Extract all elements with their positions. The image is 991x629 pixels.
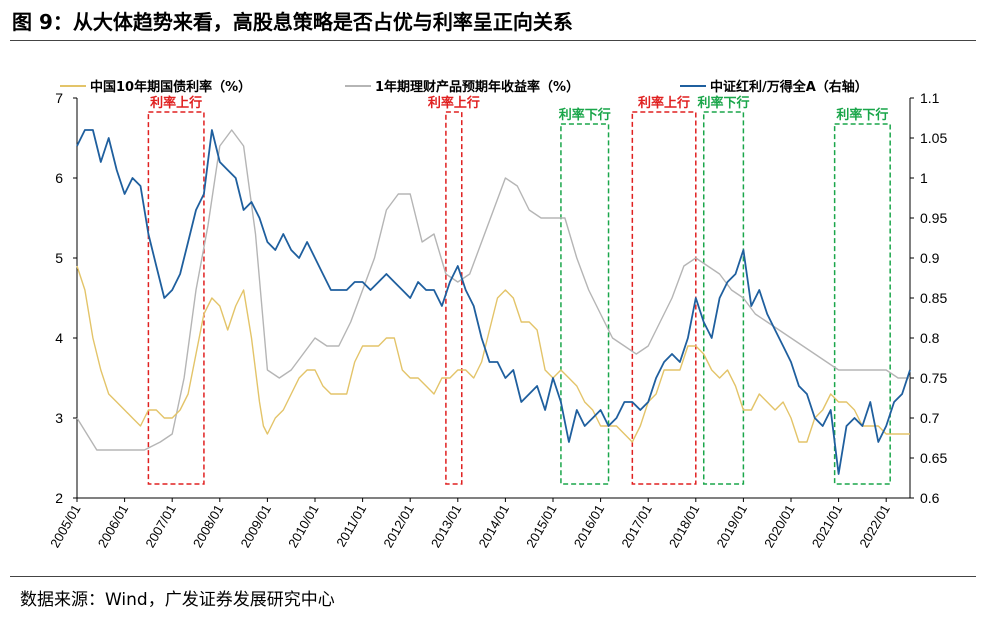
y-right-tick-label: 0.6	[920, 490, 940, 506]
legend-swatch-dividend-ratio	[680, 84, 706, 87]
annotation-box	[445, 111, 463, 485]
legend-item-wealth-yield: 1年期理财产品预期年收益率（%）	[345, 76, 579, 95]
x-tick-label: 2005/01	[47, 502, 83, 550]
y-left-tick-label: 2	[55, 490, 63, 506]
y-right-tick-label: 0.95	[920, 210, 947, 226]
annotation-label: 利率下行	[559, 107, 611, 123]
y-right-tick-label: 0.85	[920, 290, 947, 306]
legend-label-wealth-yield: 1年期理财产品预期年收益率（%）	[375, 80, 580, 95]
x-tick-label: 2021/01	[809, 502, 845, 550]
x-tick-label: 2018/01	[666, 502, 702, 550]
title-rule	[10, 40, 976, 41]
annotation-label: 利率上行	[428, 95, 480, 111]
legend-item-bond-yield: 中国10年期国债利率（%）	[60, 76, 251, 95]
chart: 2 3 4 5 6 7 0.6 0.65 0.7 0.75 0.8 0.85 0.9 0.95 1 1.05 1…	[47, 90, 947, 550]
annotation-label: 利率下行	[836, 107, 888, 123]
annotation-box	[560, 123, 610, 485]
y-right-tick-label: 1	[920, 170, 928, 186]
y-right-tick-label: 0.75	[920, 370, 947, 386]
legend-label-dividend-ratio: 中证红利/万得全A（右轴）	[710, 80, 868, 95]
x-tick-label: 2012/01	[380, 502, 416, 550]
y-left-tick-label: 4	[55, 330, 63, 346]
y-left-tick-label: 7	[55, 90, 63, 106]
legend-label-bond-yield: 中国10年期国债利率（%）	[90, 80, 252, 95]
x-tick-label: 2011/01	[333, 502, 369, 549]
legend: 中国10年期国债利率（%） 1年期理财产品预期年收益率（%） 中证红利/万得全A…	[60, 76, 940, 96]
y-left-tick-label: 6	[55, 170, 63, 186]
source-note: 数据来源：Wind，广发证券发展研究中心	[20, 590, 335, 610]
annotation-box	[833, 123, 891, 485]
x-tick-label: 2014/01	[476, 502, 512, 550]
x-tick-label: 2013/01	[428, 502, 464, 550]
annotation-label: 利率上行	[150, 95, 202, 111]
x-tick-label: 2015/01	[523, 502, 559, 550]
y-right-tick-label: 1.1	[920, 90, 940, 106]
legend-swatch-wealth-yield	[345, 84, 371, 87]
annotation-box	[147, 111, 205, 485]
annotation-box	[631, 111, 697, 485]
x-tick-label: 2007/01	[142, 502, 178, 550]
x-tick-label: 2008/01	[190, 502, 226, 550]
x-tick-label: 2010/01	[285, 502, 321, 550]
figure-title: 图 9：从大体趋势来看，高股息策略是否占优与利率呈正向关系	[12, 10, 573, 34]
y-right-tick-label: 0.8	[920, 330, 940, 346]
series-bond-yield-line	[76, 265, 910, 443]
annotation-label: 利率上行	[638, 95, 690, 111]
y-left-tick-label: 3	[55, 410, 63, 426]
y-right-tick-label: 0.65	[920, 450, 947, 466]
series-dividend-ratio-line	[76, 129, 911, 475]
y-right-tick-label: 0.7	[920, 410, 940, 426]
legend-item-dividend-ratio: 中证红利/万得全A（右轴）	[680, 76, 868, 95]
x-tick-label: 2020/01	[761, 502, 797, 550]
x-tick-label: 2006/01	[95, 502, 131, 550]
x-tick-label: 2019/01	[714, 502, 750, 550]
y-right-tick-label: 1.05	[920, 130, 947, 146]
x-tick-label: 2009/01	[238, 502, 274, 550]
annotation-label: 利率下行	[698, 95, 750, 111]
x-tick-label: 2022/01	[856, 502, 892, 550]
x-tick-label: 2016/01	[571, 502, 607, 550]
series-wealth-yield-line	[76, 129, 910, 451]
x-tick-label: 2017/01	[618, 502, 654, 550]
y-right-tick-label: 0.9	[920, 250, 940, 266]
annotation-box	[702, 111, 745, 485]
y-left-tick-label: 5	[55, 250, 63, 266]
legend-swatch-bond-yield	[60, 84, 86, 87]
source-rule	[10, 576, 976, 577]
